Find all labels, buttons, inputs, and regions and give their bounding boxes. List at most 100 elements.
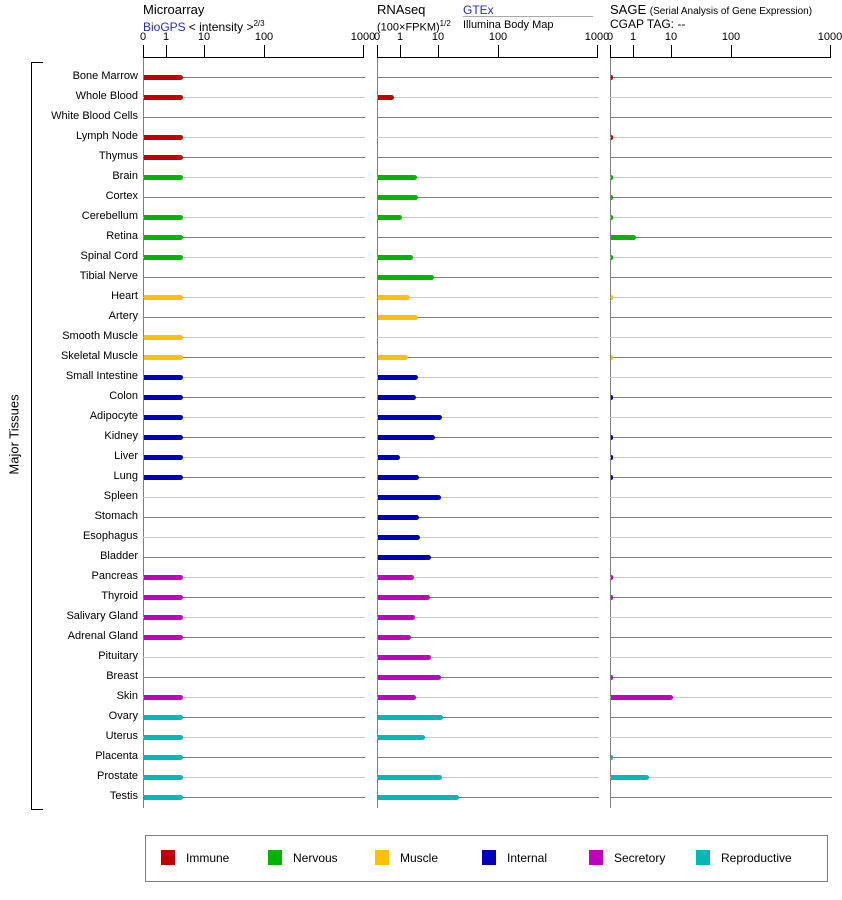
gridline <box>377 397 599 398</box>
bar-microarray <box>144 355 183 360</box>
tissue-label: Whole Blood <box>75 90 138 102</box>
gridline <box>143 337 365 338</box>
gridline <box>610 637 832 638</box>
gridline <box>377 697 599 698</box>
bar-microarray <box>144 635 183 640</box>
gridline <box>143 137 365 138</box>
bar-rnaseq <box>378 655 432 660</box>
gridline <box>143 577 365 578</box>
gridline <box>610 537 832 538</box>
gridline <box>377 297 599 298</box>
gridline <box>143 737 365 738</box>
bar-sage <box>611 395 614 400</box>
legend-label: Immune <box>186 851 230 865</box>
tissue-label: Prostate <box>97 770 138 782</box>
axis-tick-label: 1000 <box>350 31 376 43</box>
bar-microarray <box>144 295 183 300</box>
gridline <box>610 217 832 218</box>
gridline <box>610 497 832 498</box>
bar-sage <box>611 455 614 460</box>
bar-microarray <box>144 575 183 580</box>
bar-microarray <box>144 235 183 240</box>
gridline <box>377 97 599 98</box>
bar-rnaseq <box>378 495 441 500</box>
gridline <box>377 617 599 618</box>
gridline <box>610 777 832 778</box>
gridline <box>377 157 599 158</box>
gridline <box>143 657 365 658</box>
tissue-label: Brain <box>112 170 138 182</box>
bar-rnaseq <box>378 695 417 700</box>
gridline <box>610 677 832 678</box>
gridline <box>143 397 365 398</box>
gridline <box>610 377 832 378</box>
axis-tick <box>204 45 205 57</box>
gridline <box>610 457 832 458</box>
gridline <box>143 357 365 358</box>
bar-rnaseq <box>378 735 426 740</box>
bar-rnaseq <box>378 675 441 680</box>
bar-sage <box>611 755 614 760</box>
gridline <box>377 117 599 118</box>
gridline <box>143 417 365 418</box>
gridline <box>143 377 365 378</box>
bar-sage <box>611 775 650 780</box>
gridline <box>610 337 832 338</box>
axis-tick-label: 0 <box>139 31 147 43</box>
bar-microarray <box>144 135 183 140</box>
gridline <box>377 77 599 78</box>
legend-swatch <box>161 850 175 865</box>
biogps-link[interactable]: BioGPS <box>143 20 186 34</box>
rnaseq-title: RNAseq <box>377 2 426 17</box>
legend-swatch <box>375 850 389 865</box>
axis-tick <box>597 45 598 57</box>
gtex-link[interactable]: GTEx <box>463 3 494 17</box>
illumina-body-map-label: Illumina Body Map <box>463 19 554 31</box>
rnaseq-scale-note: (100×FPKM)1/2 <box>377 19 451 34</box>
sage-header: SAGE (Serial Analysis of Gene Expression… <box>610 3 812 18</box>
bar-rnaseq <box>378 555 432 560</box>
gridline <box>377 457 599 458</box>
panel-axis-vline <box>377 57 378 808</box>
gridline <box>610 117 832 118</box>
axis-tick <box>400 45 401 57</box>
axis-tick-label: 100 <box>488 31 508 43</box>
axis-tick <box>363 45 364 57</box>
tissue-label: Retina <box>106 230 138 242</box>
gridline <box>377 257 599 258</box>
bar-rnaseq <box>378 435 436 440</box>
bar-rnaseq <box>378 375 418 380</box>
gridline <box>377 637 599 638</box>
legend-swatch <box>268 850 282 865</box>
gridline <box>610 257 832 258</box>
gridline <box>143 157 365 158</box>
axis-tick <box>377 45 378 57</box>
axis-tick-label: 1 <box>629 31 637 43</box>
gridline <box>143 257 365 258</box>
axis-tick <box>830 45 831 57</box>
legend-label: Nervous <box>293 851 338 865</box>
bar-microarray <box>144 335 183 340</box>
bar-sage <box>611 695 674 700</box>
gridline <box>377 577 599 578</box>
gridline <box>377 777 599 778</box>
gridline <box>610 197 832 198</box>
bar-sage <box>611 575 614 580</box>
bar-microarray <box>144 95 183 100</box>
tissue-label: Kidney <box>104 430 138 442</box>
bar-rnaseq <box>378 255 414 260</box>
bar-microarray <box>144 795 183 800</box>
axis-tick-label: 10 <box>431 31 445 43</box>
bar-microarray <box>144 175 183 180</box>
gridline <box>377 477 599 478</box>
gridline <box>143 557 365 558</box>
bar-microarray <box>144 435 183 440</box>
tissue-label: Heart <box>111 290 138 302</box>
sage-title: SAGE <box>610 2 647 17</box>
axis-tick-label: 1 <box>396 31 404 43</box>
axis-tick <box>671 45 672 57</box>
tissue-label: Ovary <box>108 710 138 722</box>
gridline <box>143 97 365 98</box>
bar-microarray <box>144 155 183 160</box>
